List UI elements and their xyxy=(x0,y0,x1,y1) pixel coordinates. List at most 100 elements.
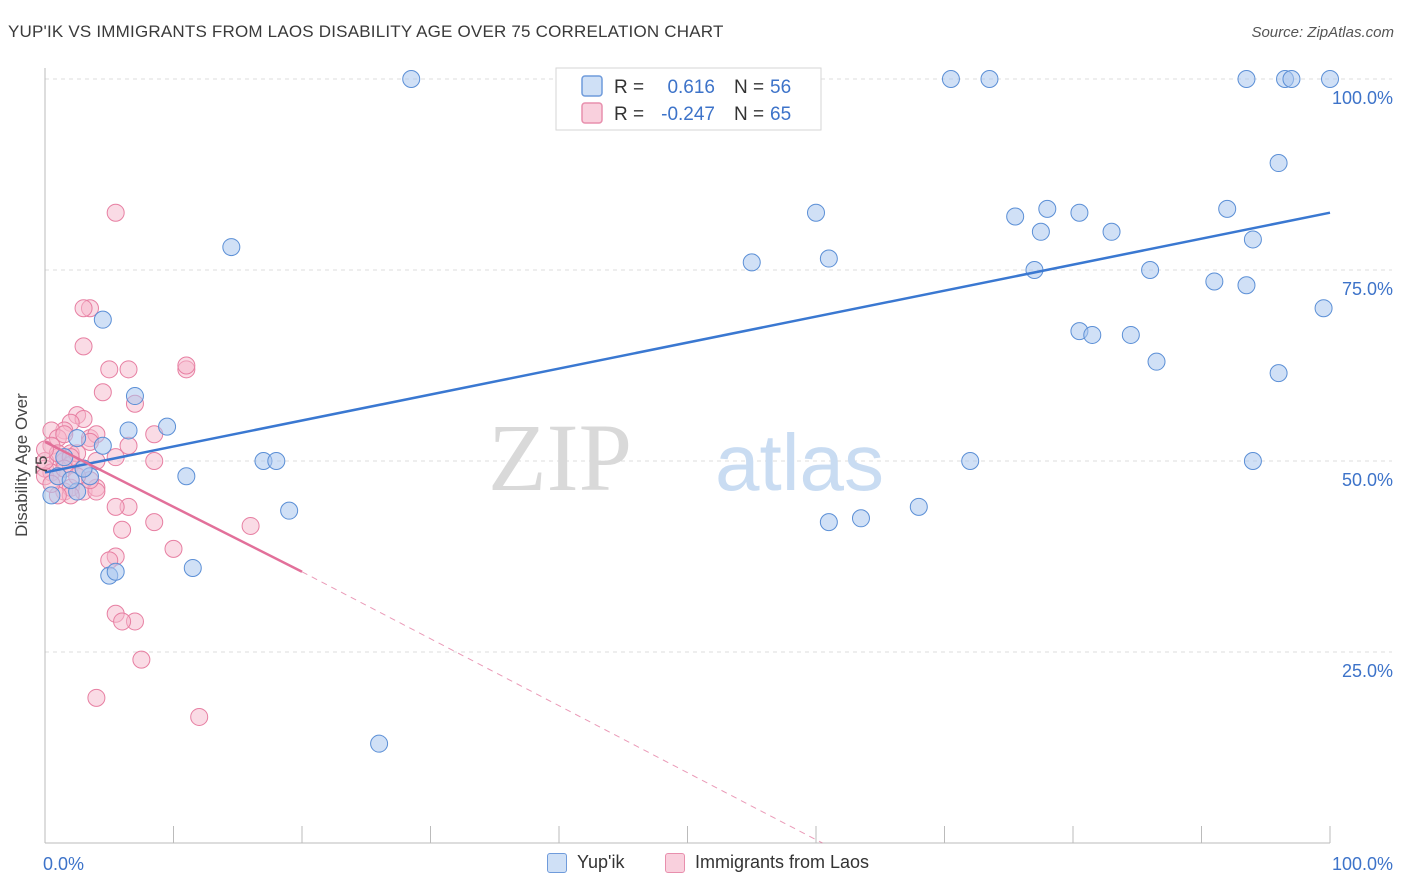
data-point-yupik xyxy=(93,436,112,455)
legend-n-label: N = xyxy=(734,77,764,98)
data-point-yupik xyxy=(125,387,144,406)
tick-labels: 25.0% 50.0% 75.0% 100.0% 0.0% 100.0% xyxy=(43,88,1393,874)
legend-label-yupik: Yup'ik xyxy=(577,852,625,872)
y-tick-label: 100.0% xyxy=(1332,88,1393,108)
data-point-laos xyxy=(177,356,196,375)
data-point-laos xyxy=(113,520,132,539)
data-point-laos xyxy=(145,513,164,532)
laos-swatch xyxy=(665,852,685,873)
y-tick-label: 75.0% xyxy=(1342,279,1393,299)
data-point-yupik xyxy=(158,417,177,436)
data-point-yupik xyxy=(61,471,80,490)
source-label: Source: ZipAtlas.com xyxy=(1251,24,1394,41)
bottom-legend: Yup'ik Immigrants from Laos xyxy=(0,852,1406,878)
legend-r-value: 0.616 xyxy=(667,77,715,98)
legend-r-label: R = xyxy=(614,77,644,98)
trend-line-laos xyxy=(44,440,303,573)
data-point-yupik xyxy=(1321,70,1339,88)
data-point-yupik xyxy=(1269,154,1288,173)
data-point-laos xyxy=(113,612,132,631)
data-point-yupik xyxy=(1205,272,1224,291)
data-point-laos xyxy=(106,497,125,516)
data-point-yupik xyxy=(1121,325,1140,344)
trend-line-laos-dashed xyxy=(301,571,823,844)
legend-n-label: N = xyxy=(734,104,764,125)
data-point-yupik xyxy=(851,509,870,528)
data-point-yupik xyxy=(1314,299,1333,318)
data-point-laos xyxy=(241,516,260,535)
data-point-yupik xyxy=(742,253,761,272)
data-point-yupik xyxy=(1243,230,1262,249)
series-yupik xyxy=(42,70,1339,753)
data-point-yupik xyxy=(807,203,825,222)
data-point-laos xyxy=(132,650,151,669)
data-point-laos xyxy=(93,383,112,402)
data-point-yupik xyxy=(1031,222,1050,241)
legend-swatch xyxy=(581,102,603,124)
data-point-yupik xyxy=(402,70,421,88)
watermark: ZIP atlas xyxy=(488,404,884,511)
data-point-yupik xyxy=(1237,70,1256,88)
data-point-laos xyxy=(164,539,183,558)
data-point-laos xyxy=(74,337,93,356)
data-point-laos xyxy=(106,203,125,222)
legend-r-value: -0.247 xyxy=(661,104,715,125)
legend-n-value: 56 xyxy=(770,77,791,98)
data-point-laos xyxy=(190,707,209,726)
data-point-yupik xyxy=(267,452,286,470)
data-point-yupik xyxy=(1269,364,1288,383)
y-axis-label: Disability Age Over 75 xyxy=(12,393,51,537)
watermark-atlas: atlas xyxy=(715,418,884,507)
data-point-laos xyxy=(145,452,164,470)
data-point-yupik xyxy=(1218,199,1237,218)
legend-swatch xyxy=(581,75,603,97)
x-tick-label: 100.0% xyxy=(1332,854,1393,874)
chart-title: YUP'IK VS IMMIGRANTS FROM LAOS DISABILIT… xyxy=(8,22,724,41)
data-point-yupik xyxy=(119,421,138,440)
data-point-yupik xyxy=(1243,452,1262,470)
data-point-yupik xyxy=(177,467,196,486)
data-point-yupik xyxy=(819,513,838,532)
data-point-yupik xyxy=(1038,199,1057,218)
watermark-zip: ZIP xyxy=(488,404,632,511)
data-point-yupik xyxy=(1282,70,1301,88)
axes xyxy=(44,68,1331,844)
y-tick-label: 25.0% xyxy=(1342,661,1393,681)
data-point-yupik xyxy=(370,734,389,753)
legend-box: R = 0.616 N = 56 R = -0.247 N = 65 xyxy=(555,67,822,131)
data-point-yupik xyxy=(68,429,87,448)
series-immigrants-from-laos xyxy=(36,203,260,726)
data-point-yupik xyxy=(1083,325,1102,344)
data-point-yupik xyxy=(1237,276,1256,295)
data-point-laos xyxy=(87,688,106,707)
legend-item-laos[interactable]: Immigrants from Laos xyxy=(665,852,869,873)
legend-n-value: 65 xyxy=(770,104,791,125)
data-point-laos xyxy=(119,360,138,379)
legend-item-yupik[interactable]: Yup'ik xyxy=(547,852,624,873)
x-tick-label: 0.0% xyxy=(43,854,84,874)
yupik-swatch xyxy=(547,852,567,873)
data-point-yupik xyxy=(909,497,928,516)
legend-label-laos: Immigrants from Laos xyxy=(695,852,870,872)
y-tick-label: 50.0% xyxy=(1342,470,1393,490)
data-point-yupik xyxy=(980,70,999,88)
data-point-yupik xyxy=(1102,222,1121,241)
data-point-yupik xyxy=(280,501,299,520)
data-point-yupik xyxy=(183,558,202,577)
gridlines xyxy=(45,78,1392,653)
data-point-yupik xyxy=(941,70,960,88)
data-point-yupik xyxy=(1070,203,1089,222)
data-point-yupik xyxy=(222,238,241,257)
data-point-yupik xyxy=(1141,261,1160,279)
data-point-yupik xyxy=(106,562,125,581)
data-point-laos xyxy=(74,299,93,318)
data-point-yupik xyxy=(819,249,838,268)
data-point-yupik xyxy=(1006,207,1025,226)
data-point-yupik xyxy=(961,452,980,470)
trend-line-yupik xyxy=(44,211,1331,474)
legend-r-label: R = xyxy=(614,104,644,125)
data-point-yupik xyxy=(42,486,61,505)
data-point-laos xyxy=(100,360,119,379)
data-point-yupik xyxy=(93,310,112,329)
